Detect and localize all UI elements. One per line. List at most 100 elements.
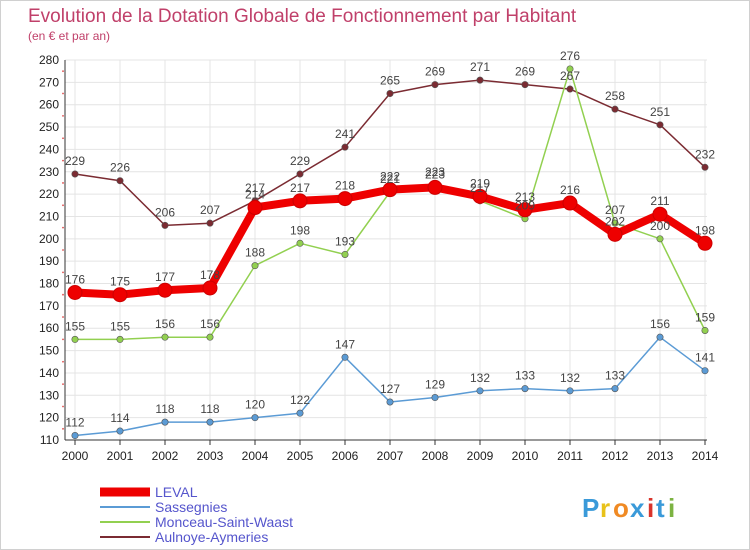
y-minor-tick: [62, 427, 64, 430]
data-label: 267: [560, 69, 580, 83]
data-point: [566, 85, 574, 93]
data-point: [566, 387, 574, 395]
data-point: [701, 326, 709, 334]
data-label: 229: [290, 154, 310, 168]
data-label: 132: [560, 371, 580, 385]
logo-letter: x: [630, 493, 645, 523]
x-tick-label: 2003: [197, 449, 224, 463]
data-label: 221: [380, 172, 400, 186]
y-tick-label: 220: [39, 187, 59, 201]
data-point: [566, 65, 574, 73]
data-label: 206: [155, 205, 175, 219]
data-label: 207: [605, 203, 625, 217]
data-point: [116, 335, 124, 343]
data-point: [652, 206, 668, 222]
data-point: [247, 200, 263, 216]
x-tick-label: 2000: [62, 449, 89, 463]
data-point: [431, 81, 439, 89]
data-label: 118: [155, 402, 174, 416]
y-tick-label: 170: [39, 299, 59, 313]
data-point: [341, 250, 349, 258]
data-point: [337, 191, 353, 207]
legend-label: Monceau-Saint-Waast: [155, 514, 293, 530]
data-point: [431, 394, 439, 402]
x-tick-label: 2010: [512, 449, 539, 463]
data-point: [611, 219, 619, 227]
y-minor-tick: [62, 114, 64, 117]
data-point: [292, 193, 308, 209]
data-point: [611, 105, 619, 113]
axes: 110 120 130 140 150 160 170 180 190 200 210 220 230 2…: [39, 53, 719, 463]
legend: LEVALSassegniesMonceau-Saint-WaastAulnoy…: [100, 484, 293, 545]
y-tick-label: 260: [39, 98, 59, 112]
data-label: 209: [515, 199, 535, 213]
data-point: [701, 367, 709, 375]
x-tick-label: 2011: [557, 449, 583, 463]
data-label: 198: [290, 223, 310, 237]
logo-letter: r: [600, 493, 610, 523]
data-label: 120: [245, 398, 265, 412]
x-tick-label: 2012: [602, 449, 629, 463]
logo-letter: t: [656, 493, 665, 523]
data-point: [386, 90, 394, 98]
data-label: 122: [290, 393, 310, 407]
data-point: [476, 76, 484, 84]
x-tick-label: 2002: [152, 449, 179, 463]
series-aulnoye-aymeries: [71, 76, 709, 229]
data-point: [521, 81, 529, 89]
data-label: 241: [335, 127, 355, 141]
data-point: [697, 235, 713, 251]
data-label: 217: [470, 181, 490, 195]
data-label: 114: [110, 411, 129, 425]
y-minor-tick: [62, 137, 64, 140]
data-label: 159: [695, 310, 715, 324]
data-label: 222: [380, 170, 400, 184]
data-point: [71, 335, 79, 343]
data-point: [521, 385, 529, 393]
data-point: [157, 282, 173, 298]
x-tick-label: 2013: [647, 449, 674, 463]
chart-title: Evolution de la Dotation Globale de Fonc…: [28, 6, 577, 27]
y-minor-tick: [62, 182, 64, 184]
y-tick-label: 210: [39, 209, 59, 223]
data-label: 251: [650, 105, 670, 119]
y-tick-label: 130: [39, 388, 59, 402]
data-label: 217: [290, 181, 310, 195]
data-label: 133: [605, 369, 625, 383]
data-label: 214: [245, 188, 265, 202]
data-point: [656, 121, 664, 129]
data-label: 188: [245, 246, 265, 260]
y-minor-tick: [62, 316, 64, 318]
data-label: 211: [650, 194, 669, 208]
logo-letter: P: [582, 493, 599, 523]
data-label: 226: [110, 161, 130, 175]
data-label: 232: [695, 147, 715, 161]
y-tick-label: 190: [39, 254, 59, 268]
data-label: 156: [650, 317, 670, 331]
logo-letter: i: [647, 493, 654, 523]
logo-letter: o: [613, 493, 629, 523]
data-point: [656, 235, 664, 243]
y-minor-tick: [62, 226, 64, 229]
data-label: 176: [65, 272, 85, 286]
y-minor-tick: [62, 204, 64, 207]
data-label: 218: [335, 179, 355, 193]
data-point: [517, 202, 533, 218]
data-label: 156: [200, 317, 220, 331]
data-point: [251, 262, 259, 270]
data-point: [206, 418, 214, 426]
data-label: 202: [605, 214, 625, 228]
data-point: [251, 414, 259, 422]
data-point: [71, 170, 79, 178]
data-point: [161, 333, 169, 341]
data-label: 156: [155, 317, 175, 331]
data-label: 223: [425, 165, 445, 179]
y-tick-label: 280: [39, 53, 59, 67]
legend-label: Aulnoye-Aymeries: [155, 529, 268, 545]
data-label: 265: [380, 74, 400, 88]
data-point: [562, 195, 578, 211]
data-point: [701, 163, 709, 171]
series-sassegnies: [71, 333, 709, 440]
